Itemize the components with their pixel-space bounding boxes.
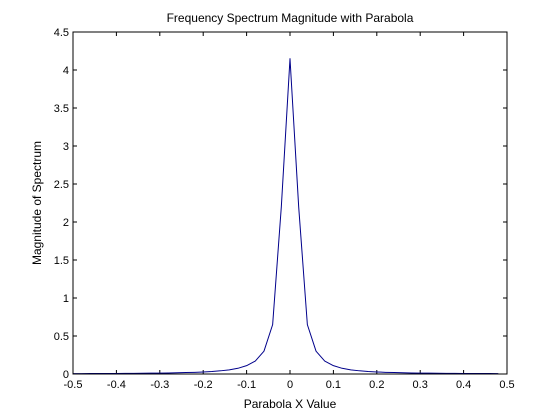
x-tick-label: 0.5 bbox=[499, 379, 514, 391]
series-line-0 bbox=[73, 58, 499, 375]
x-tick-label: -0.5 bbox=[64, 379, 83, 391]
y-axis-ticks: 0 0.5 1 1.5 2 2.5 3 3.5 4 4.5 bbox=[54, 27, 507, 381]
y-axis-title: Magnitude of Spectrum bbox=[30, 141, 44, 265]
y-tick-label: 1.5 bbox=[54, 255, 69, 267]
plot-area bbox=[73, 32, 507, 374]
plot-frame bbox=[72, 31, 508, 375]
x-tick-label: 0.1 bbox=[326, 379, 341, 391]
y-tick-label: 4.5 bbox=[54, 27, 69, 39]
x-axis-title: Parabola X Value bbox=[244, 397, 337, 411]
x-tick-label: 0.4 bbox=[456, 379, 471, 391]
series-layer bbox=[73, 58, 499, 375]
x-tick-label: 0 bbox=[287, 379, 293, 391]
y-tick-label: 4 bbox=[63, 65, 69, 77]
chart-title: Frequency Spectrum Magnitude with Parabo… bbox=[167, 11, 414, 25]
x-tick-label: 0.3 bbox=[413, 379, 428, 391]
x-tick-label: -0.2 bbox=[194, 379, 213, 391]
y-tick-label: 2 bbox=[63, 217, 69, 229]
x-tick-label: 0.2 bbox=[369, 379, 384, 391]
y-tick-label: 2.5 bbox=[54, 179, 69, 191]
y-tick-label: 1 bbox=[63, 293, 69, 305]
y-tick-label: 0 bbox=[63, 369, 69, 381]
y-tick-label: 3 bbox=[63, 141, 69, 153]
x-tick-label: -0.3 bbox=[150, 379, 169, 391]
y-tick-label: 0.5 bbox=[54, 331, 69, 343]
x-tick-label: -0.1 bbox=[237, 379, 256, 391]
y-tick-label: 3.5 bbox=[54, 103, 69, 115]
x-axis-ticks: -0.5 -0.4 -0.3 -0.2 -0.1 0 0.1 0.2 0.3 0.4 0.5 bbox=[64, 32, 515, 391]
x-tick-label: -0.4 bbox=[107, 379, 126, 391]
